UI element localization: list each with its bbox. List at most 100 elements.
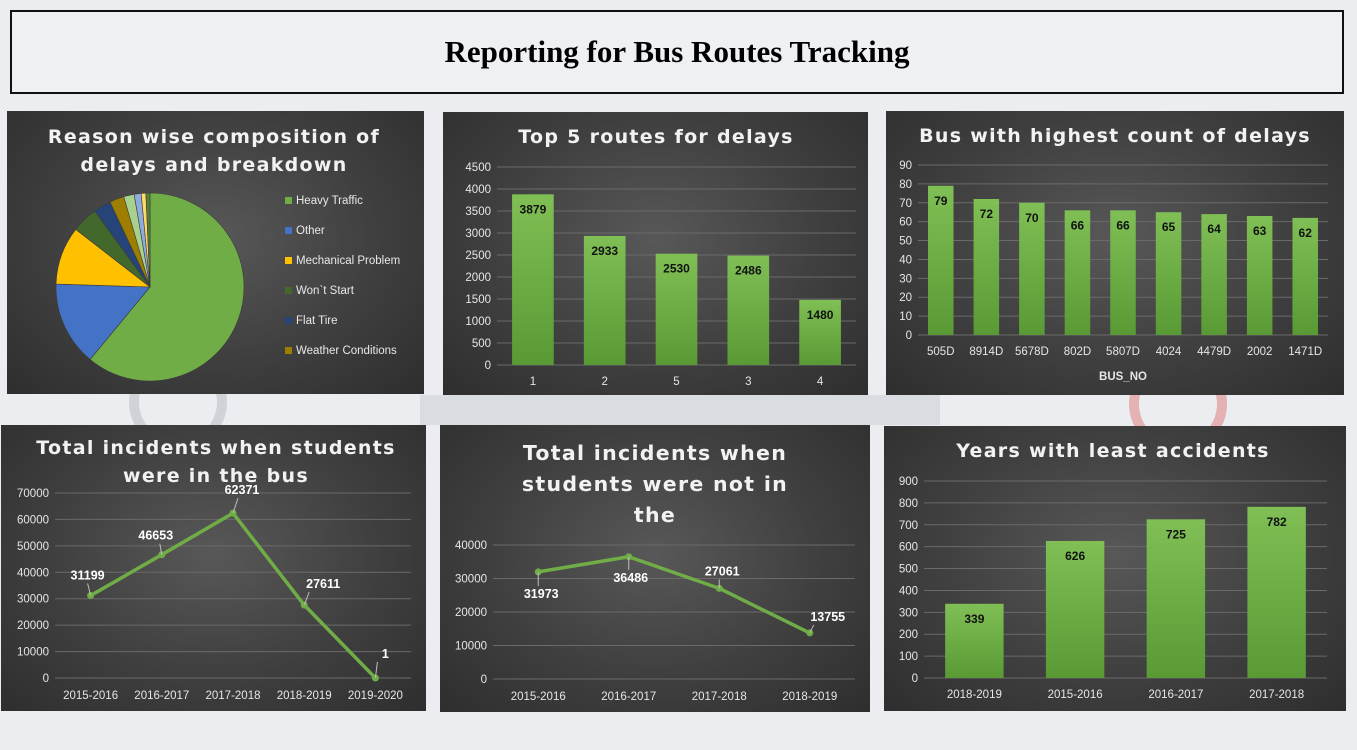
y-tick-label: 20000	[455, 607, 487, 619]
pie-slice	[89, 192, 245, 382]
bar	[727, 255, 770, 365]
y-tick-label: 4000	[465, 184, 491, 196]
bar	[1064, 210, 1091, 335]
y-tick-label: 200	[899, 629, 918, 641]
y-tick-label: 50	[899, 236, 912, 248]
x-tick-label: 2017-2018	[692, 691, 747, 703]
legend-label: Mechanical Problem	[296, 255, 400, 267]
chart-title-line: Bus with highest count of delays	[919, 125, 1311, 147]
page-title: Reporting for Bus Routes Tracking	[444, 34, 910, 69]
y-tick-label: 500	[899, 564, 918, 576]
chart-title-line: students were not in	[522, 472, 788, 496]
data-point	[806, 629, 814, 637]
legend-label: Won`t Start	[296, 285, 355, 297]
label-leader	[232, 498, 239, 514]
x-tick-label: 1471D	[1288, 346, 1322, 358]
x-tick-label: 5807D	[1106, 346, 1140, 358]
y-tick-label: 90	[899, 160, 912, 172]
data-label: 2486	[735, 264, 762, 278]
y-tick-label: 60	[899, 217, 912, 229]
chart-title-line: Top 5 routes for delays	[518, 126, 794, 148]
legend-label: Flat Tire	[296, 315, 338, 327]
x-tick-label: 802D	[1064, 346, 1092, 358]
bar	[1110, 210, 1136, 335]
data-label: 66	[1071, 218, 1085, 232]
x-tick-label: 2019-2020	[348, 690, 403, 702]
y-tick-label: 30	[899, 273, 912, 285]
years-least-accidents-bar-chart: Years with least accidents 0 100 200 300 400 5…	[899, 440, 1327, 701]
label-leader	[159, 543, 163, 555]
y-tick-label: 0	[485, 360, 491, 372]
x-tick-label: 5	[673, 376, 679, 388]
y-tick-label: 80	[899, 179, 912, 191]
chart-title-line: the	[634, 503, 676, 527]
data-label: 782	[1267, 515, 1287, 529]
y-tick-label: 3500	[465, 206, 491, 218]
chart-title-line: Years with least accidents	[955, 440, 1270, 462]
bar	[1019, 202, 1045, 335]
students-in-bus-line-chart: Total incidents when students were in the…	[17, 437, 411, 702]
chart-title-line: Total incidents when students	[36, 437, 395, 459]
y-tick-label: 10000	[17, 647, 49, 659]
data-label: 27611	[306, 577, 340, 591]
x-axis-label: BUS_NO	[1099, 371, 1147, 383]
bar	[928, 185, 954, 335]
bar	[1246, 216, 1273, 335]
bar	[973, 199, 1000, 335]
routes-chart-panel: Top 5 routes for delays 0 500 1000 1500 2000 2…	[443, 112, 868, 395]
bar	[1045, 540, 1105, 678]
data-label: 63	[1253, 224, 1267, 238]
reason-composition-pie-chart: Reason wise composition of delays and bre…	[48, 126, 400, 382]
pie-slice	[145, 192, 151, 288]
x-tick-label: 2016-2017	[601, 691, 656, 703]
data-label: 13755	[810, 610, 845, 624]
y-tick-label: 0	[481, 674, 487, 686]
y-tick-label: 3000	[465, 228, 491, 240]
data-label: 27061	[705, 564, 740, 578]
label-leader	[374, 661, 378, 679]
y-tick-label: 10	[899, 311, 912, 323]
x-tick-label: 2016-2017	[134, 690, 189, 702]
bar	[1146, 519, 1206, 678]
label-leader	[303, 591, 310, 606]
y-tick-label: 600	[899, 542, 918, 554]
data-label: 3879	[520, 202, 547, 216]
chart-title-line: were in the bus	[123, 465, 309, 487]
data-label: 2530	[663, 262, 690, 276]
data-point	[87, 592, 95, 600]
series-line	[537, 555, 811, 635]
y-tick-label: 1000	[465, 316, 491, 328]
bar	[1292, 217, 1318, 335]
y-tick-label: 900	[899, 476, 918, 488]
x-tick-label: 4024	[1156, 346, 1182, 358]
data-label: 65	[1162, 220, 1176, 234]
y-tick-label: 0	[912, 673, 918, 685]
x-tick-label: 5678D	[1015, 346, 1049, 358]
y-tick-label: 40000	[455, 540, 487, 552]
data-label: 62	[1299, 226, 1313, 240]
y-tick-label: 800	[899, 498, 918, 510]
y-tick-label: 100	[899, 651, 918, 663]
page-header: Reporting for Bus Routes Tracking	[10, 10, 1344, 94]
y-tick-label: 10000	[455, 641, 487, 653]
students-in-bus-chart-panel: Total incidents when students were in the…	[1, 425, 426, 711]
label-leader	[87, 583, 92, 596]
y-tick-label: 40000	[17, 567, 49, 579]
legend-swatch	[285, 347, 292, 354]
y-tick-label: 0	[43, 673, 49, 685]
bar	[512, 194, 554, 365]
data-label: 725	[1166, 527, 1186, 541]
x-tick-label: 2015-2016	[1048, 689, 1103, 701]
y-tick-label: 20	[899, 292, 912, 304]
x-tick-label: 2017-2018	[1249, 689, 1304, 701]
data-label: 62371	[225, 483, 260, 497]
y-tick-label: 700	[899, 520, 918, 532]
data-label: 66	[1116, 218, 1130, 232]
legend-swatch	[285, 287, 292, 294]
data-label: 72	[980, 207, 994, 221]
pie-chart-panel: Reason wise composition of delays and bre…	[7, 111, 424, 394]
y-tick-label: 70	[899, 198, 912, 210]
legend-label: Weather Conditions	[296, 345, 397, 357]
bus-delays-bar-chart: Bus with highest count of delays 0 10 20 30 4…	[899, 125, 1328, 383]
data-label: 31973	[524, 587, 559, 601]
